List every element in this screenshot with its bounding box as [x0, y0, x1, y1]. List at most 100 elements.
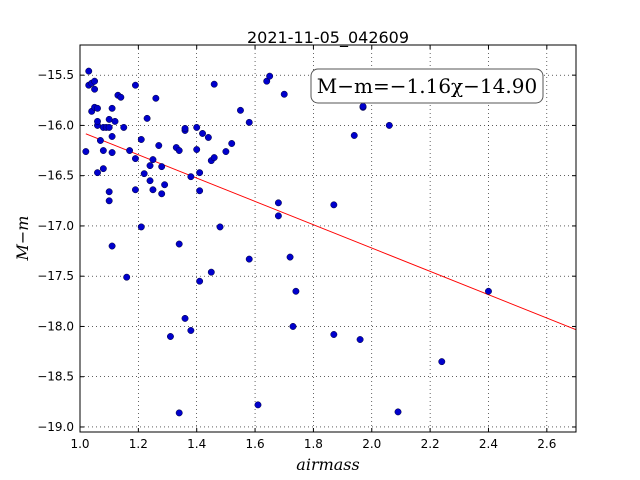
- data-point: [108, 242, 116, 250]
- y-tick-label: −16.5: [37, 169, 74, 183]
- data-point: [149, 156, 157, 164]
- annotation-box: [310, 68, 544, 104]
- data-point: [359, 102, 367, 110]
- y-tick-label: −18.5: [37, 370, 74, 384]
- chart-title: 2021-11-05_042609: [247, 28, 409, 48]
- data-point: [105, 188, 113, 196]
- data-point: [237, 106, 244, 114]
- data-point: [85, 67, 93, 75]
- y-axis-label: M−m: [13, 216, 32, 262]
- data-point: [394, 408, 402, 416]
- x-tick-label: 2.4: [479, 437, 498, 451]
- data-point: [105, 197, 113, 205]
- grid: [80, 45, 576, 432]
- data-point: [158, 163, 166, 171]
- fit-equation: M−m=−1.16χ−14.90: [317, 74, 537, 98]
- data-point: [289, 323, 297, 330]
- data-point: [280, 90, 288, 98]
- data-point: [292, 287, 300, 295]
- data-point: [485, 287, 492, 295]
- data-point: [161, 181, 169, 189]
- data-point: [181, 314, 189, 322]
- y-tick-label: −17.5: [37, 269, 74, 283]
- x-tick-labels: 1.0 1.2 1.4 1.6 1.8 2.0 2.2 2.4 2.6: [70, 437, 556, 451]
- data-point: [228, 140, 236, 147]
- data-point: [274, 212, 282, 220]
- data-point: [166, 333, 174, 340]
- data-point: [137, 136, 145, 143]
- data-point: [94, 169, 101, 177]
- x-tick-label: 1.6: [246, 437, 265, 451]
- x-tick-label: 2.6: [537, 437, 556, 451]
- data-point: [99, 165, 107, 173]
- data-point: [204, 134, 212, 141]
- data-point: [105, 123, 113, 131]
- y-tick-label: −19.0: [37, 420, 74, 434]
- data-point: [196, 187, 204, 195]
- data-point: [193, 146, 201, 153]
- y-tick-label: −15.5: [37, 68, 74, 82]
- data-point: [146, 162, 154, 170]
- data-point: [175, 240, 183, 248]
- data-point: [131, 186, 139, 194]
- x-tick-label: 1.4: [187, 437, 206, 451]
- data-point: [254, 401, 262, 409]
- fit-annotation: M−m=−1.16χ−14.90: [310, 68, 544, 104]
- data-point: [137, 223, 145, 231]
- data-point: [181, 124, 189, 132]
- data-point: [96, 137, 104, 144]
- x-tick-label: 1.8: [304, 437, 323, 451]
- data-point: [385, 121, 393, 129]
- axis-ticks: [79, 45, 576, 432]
- data-point: [155, 142, 163, 149]
- data-point: [210, 154, 218, 162]
- data-point: [108, 104, 116, 112]
- data-point: [207, 268, 215, 276]
- x-axis-label: airmass: [296, 455, 359, 474]
- data-point: [274, 199, 282, 207]
- data-point: [108, 133, 116, 140]
- fit-line: [85, 133, 577, 331]
- data-point: [199, 130, 206, 137]
- plot-frame: [79, 44, 577, 433]
- y-tick-label: −18.0: [37, 319, 74, 333]
- data-point: [143, 114, 151, 122]
- x-tick-label: 1.2: [129, 437, 148, 451]
- data-point: [245, 255, 253, 263]
- data-point: [330, 331, 338, 338]
- data-point: [245, 118, 253, 126]
- data-point: [216, 223, 224, 231]
- data-point: [149, 186, 157, 194]
- data-point: [266, 72, 274, 80]
- data-point: [140, 170, 148, 178]
- data-point: [350, 132, 358, 139]
- data-point: [438, 358, 446, 366]
- data-point: [158, 190, 166, 198]
- data-point: [146, 177, 154, 185]
- y-tick-labels: −15.5 −16.0 −16.5 −17.0 −17.5 −18.0 −18.5 −19.0: [37, 68, 74, 434]
- x-tick-label: 2.2: [421, 437, 440, 451]
- fit-line-layer: [85, 133, 577, 331]
- data-point: [175, 147, 183, 154]
- data-point: [91, 77, 99, 85]
- data-point: [105, 115, 113, 123]
- data-point: [196, 277, 204, 285]
- data-point: [82, 148, 90, 156]
- data-point: [356, 336, 364, 343]
- data-point: [286, 253, 294, 261]
- y-tick-label: −16.0: [37, 118, 74, 132]
- data-point: [94, 117, 101, 125]
- data-point: [91, 85, 99, 93]
- data-point: [99, 147, 107, 154]
- data-point: [126, 147, 134, 154]
- data-point: [111, 117, 119, 125]
- data-point: [94, 104, 101, 112]
- x-tick-label: 1.0: [70, 437, 89, 451]
- data-point: [330, 201, 338, 209]
- data-point: [131, 155, 139, 163]
- data-point: [222, 148, 230, 156]
- data-point: [117, 93, 125, 101]
- data-point: [120, 123, 128, 131]
- data-point: [108, 149, 116, 157]
